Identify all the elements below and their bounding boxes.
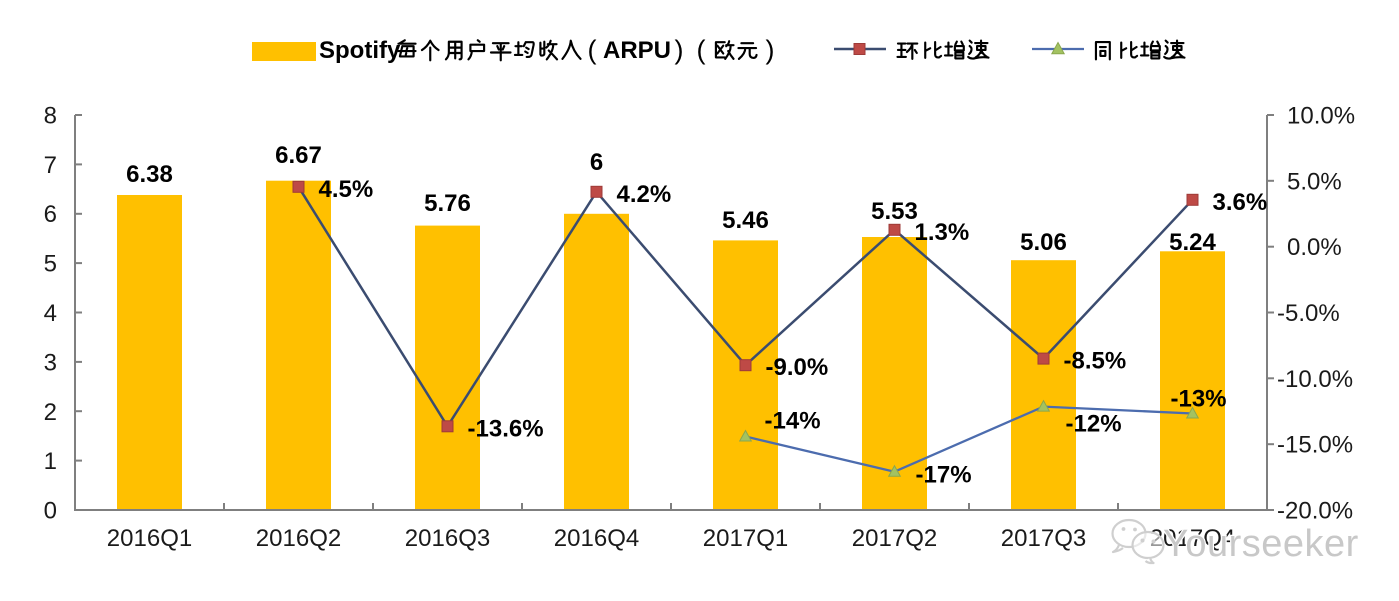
- svg-text:Yourseeker: Yourseeker: [1163, 523, 1359, 565]
- svg-text:2017Q1: 2017Q1: [703, 525, 788, 552]
- svg-text:): ): [766, 35, 775, 65]
- svg-text:5.24: 5.24: [1169, 229, 1216, 256]
- svg-text:): ): [675, 35, 684, 65]
- svg-text:-8.5%: -8.5%: [1064, 348, 1127, 375]
- svg-text:3.6%: 3.6%: [1213, 189, 1268, 216]
- svg-text:-9.0%: -9.0%: [766, 354, 829, 381]
- svg-text:-10.0%: -10.0%: [1277, 366, 1353, 393]
- svg-text:1.3%: 1.3%: [915, 219, 970, 246]
- svg-text:2016Q1: 2016Q1: [107, 525, 192, 552]
- svg-text:5.53: 5.53: [871, 198, 918, 225]
- svg-text:2016Q3: 2016Q3: [405, 525, 490, 552]
- svg-text:-5.0%: -5.0%: [1277, 300, 1340, 327]
- svg-text:5: 5: [44, 251, 57, 278]
- svg-text:-13%: -13%: [1170, 386, 1226, 413]
- svg-text:-12%: -12%: [1066, 411, 1122, 438]
- svg-text:2017Q3: 2017Q3: [1001, 525, 1086, 552]
- svg-text:4: 4: [44, 300, 57, 327]
- svg-text:2: 2: [44, 399, 57, 426]
- svg-text:6.38: 6.38: [126, 161, 173, 188]
- svg-text:3: 3: [44, 349, 57, 376]
- svg-text:4.2%: 4.2%: [617, 181, 672, 208]
- svg-text:-14%: -14%: [765, 408, 821, 435]
- svg-text:6: 6: [44, 201, 57, 228]
- svg-text:5.0%: 5.0%: [1287, 168, 1342, 195]
- svg-text:(: (: [588, 35, 597, 65]
- svg-text:0: 0: [44, 498, 57, 525]
- svg-text:4.5%: 4.5%: [319, 176, 374, 203]
- svg-text:Spotify: Spotify: [319, 37, 401, 64]
- svg-text:6.67: 6.67: [275, 142, 322, 169]
- svg-text:5.06: 5.06: [1020, 229, 1067, 256]
- svg-text:10.0%: 10.0%: [1287, 103, 1355, 130]
- svg-text:6: 6: [590, 149, 603, 176]
- svg-text:-17%: -17%: [916, 462, 972, 489]
- svg-text:2016Q4: 2016Q4: [554, 525, 639, 552]
- svg-text:5.46: 5.46: [722, 207, 769, 234]
- svg-text:5.76: 5.76: [424, 190, 471, 217]
- svg-text:(: (: [697, 35, 706, 65]
- svg-text:-20.0%: -20.0%: [1277, 498, 1353, 525]
- svg-text:ARPU: ARPU: [603, 37, 671, 64]
- svg-text:2016Q2: 2016Q2: [256, 525, 341, 552]
- svg-text:2017Q2: 2017Q2: [852, 525, 937, 552]
- svg-text:8: 8: [44, 103, 57, 130]
- svg-text:7: 7: [44, 152, 57, 179]
- svg-text:-13.6%: -13.6%: [468, 415, 544, 442]
- svg-text:-15.0%: -15.0%: [1277, 432, 1353, 459]
- svg-text:0.0%: 0.0%: [1287, 234, 1342, 261]
- svg-text:1: 1: [44, 448, 57, 475]
